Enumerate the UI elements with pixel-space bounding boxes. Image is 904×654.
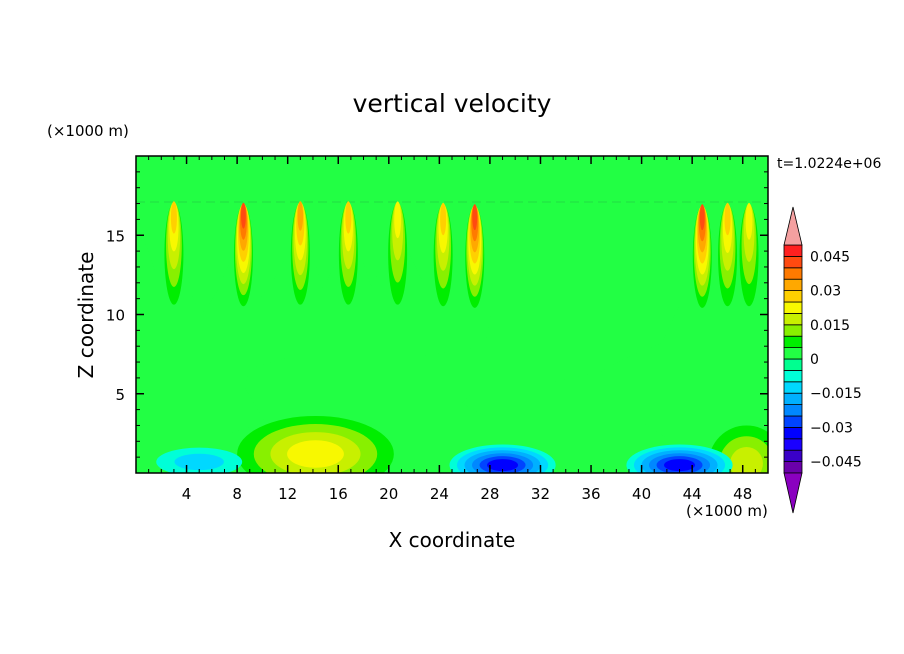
- colorbar-swatch: [783, 301, 803, 314]
- contour-level: [174, 453, 224, 471]
- contour-level: [440, 202, 447, 236]
- colorbar-under-arrow: [783, 472, 803, 514]
- x-tick-label: 4: [182, 485, 192, 503]
- downdraft-15: [626, 444, 733, 473]
- updraft-8: [692, 204, 712, 308]
- colorbar-swatch: [783, 244, 803, 257]
- updraft-10: [739, 202, 759, 307]
- x-tick-label: 44: [683, 485, 702, 503]
- colorbar-tick-label: 0.015: [810, 318, 850, 334]
- contour-level: [487, 459, 519, 472]
- x-tick-label: 36: [581, 485, 600, 503]
- x-tick-label: 40: [632, 485, 651, 503]
- contour-level: [724, 202, 731, 236]
- contour-level: [287, 440, 344, 468]
- colorbar-swatch: [783, 369, 803, 383]
- x-tick-label: 48: [733, 485, 752, 503]
- colorbar-tick-label: 0: [810, 352, 819, 368]
- colorbar-swatch: [783, 290, 803, 303]
- contour-level: [394, 201, 402, 239]
- colorbar-swatch: [783, 392, 803, 406]
- contour-level: [664, 459, 696, 472]
- downdraft-14: [449, 444, 556, 473]
- x-tick-label: 24: [430, 485, 449, 503]
- y-axis-label: Z coordinate: [74, 252, 98, 379]
- colorbar-swatch: [783, 347, 803, 360]
- colorbar-tick-label: −0.03: [810, 420, 853, 436]
- colorbar-tick-label: 0.045: [810, 249, 850, 265]
- contour-level: [745, 202, 753, 240]
- x-tick-label: 12: [278, 485, 297, 503]
- contour-level: [699, 204, 705, 231]
- updraft-1: [164, 201, 184, 305]
- colorbar-swatch: [783, 415, 803, 428]
- colorbar-swatch: [783, 461, 803, 474]
- colorbar-swatch: [783, 404, 803, 417]
- x-unit-label: (×1000 m): [686, 502, 768, 520]
- x-tick-label: 8: [232, 485, 242, 503]
- contour-level: [345, 201, 352, 234]
- updraft-7: [465, 204, 485, 308]
- updraft-5: [388, 201, 408, 305]
- weak-updraft-region-2: [462, 211, 768, 473]
- updraft-6: [433, 202, 453, 307]
- x-tick-label: 32: [531, 485, 550, 503]
- contour-level: [170, 201, 177, 234]
- updraft-2: [233, 202, 253, 307]
- x-axis-label: X coordinate: [389, 528, 516, 552]
- colorbar-swatch: [783, 324, 803, 337]
- y-tick-label: 15: [106, 227, 125, 245]
- colorbar: 0.045 0.03 0.015 0 −0.015 −0.03 −0.045: [783, 206, 862, 514]
- updraft-4: [338, 201, 358, 305]
- colorbar-swatch: [783, 381, 803, 394]
- contour-level: [297, 201, 304, 231]
- x-tick-label: 16: [329, 485, 348, 503]
- y-tick-label: 5: [115, 386, 125, 404]
- colorbar-swatch: [783, 358, 803, 371]
- contour-level: [241, 202, 246, 229]
- velocity-field: [136, 156, 768, 473]
- colorbar-swatch: [783, 278, 803, 292]
- chart-title: vertical velocity: [353, 89, 552, 118]
- colorbar-tick-label: −0.015: [810, 386, 862, 402]
- colorbar-swatch: [783, 438, 803, 451]
- time-label: t=1.0224e+06: [777, 156, 881, 172]
- colorbar-swatch: [783, 267, 803, 280]
- colorbar-tick-label: 0.03: [810, 284, 841, 300]
- colorbar-over-arrow: [783, 206, 803, 246]
- y-unit-label: (×1000 m): [47, 122, 129, 140]
- y-tick-label: 10: [106, 307, 125, 325]
- updraft-11: [237, 415, 394, 473]
- colorbar-swatch: [783, 426, 803, 440]
- updraft-9: [718, 202, 738, 307]
- colorbar-swatch: [783, 449, 803, 463]
- contour-level: [730, 447, 763, 473]
- colorbar-swatch: [783, 335, 803, 349]
- updraft-3: [290, 201, 310, 305]
- colorbar-tick-label: −0.045: [810, 455, 862, 471]
- x-tick-label: 20: [379, 485, 398, 503]
- contour-level: [472, 204, 478, 231]
- colorbar-swatch: [783, 255, 803, 269]
- colorbar-swatch: [783, 312, 803, 326]
- x-tick-label: 28: [480, 485, 499, 503]
